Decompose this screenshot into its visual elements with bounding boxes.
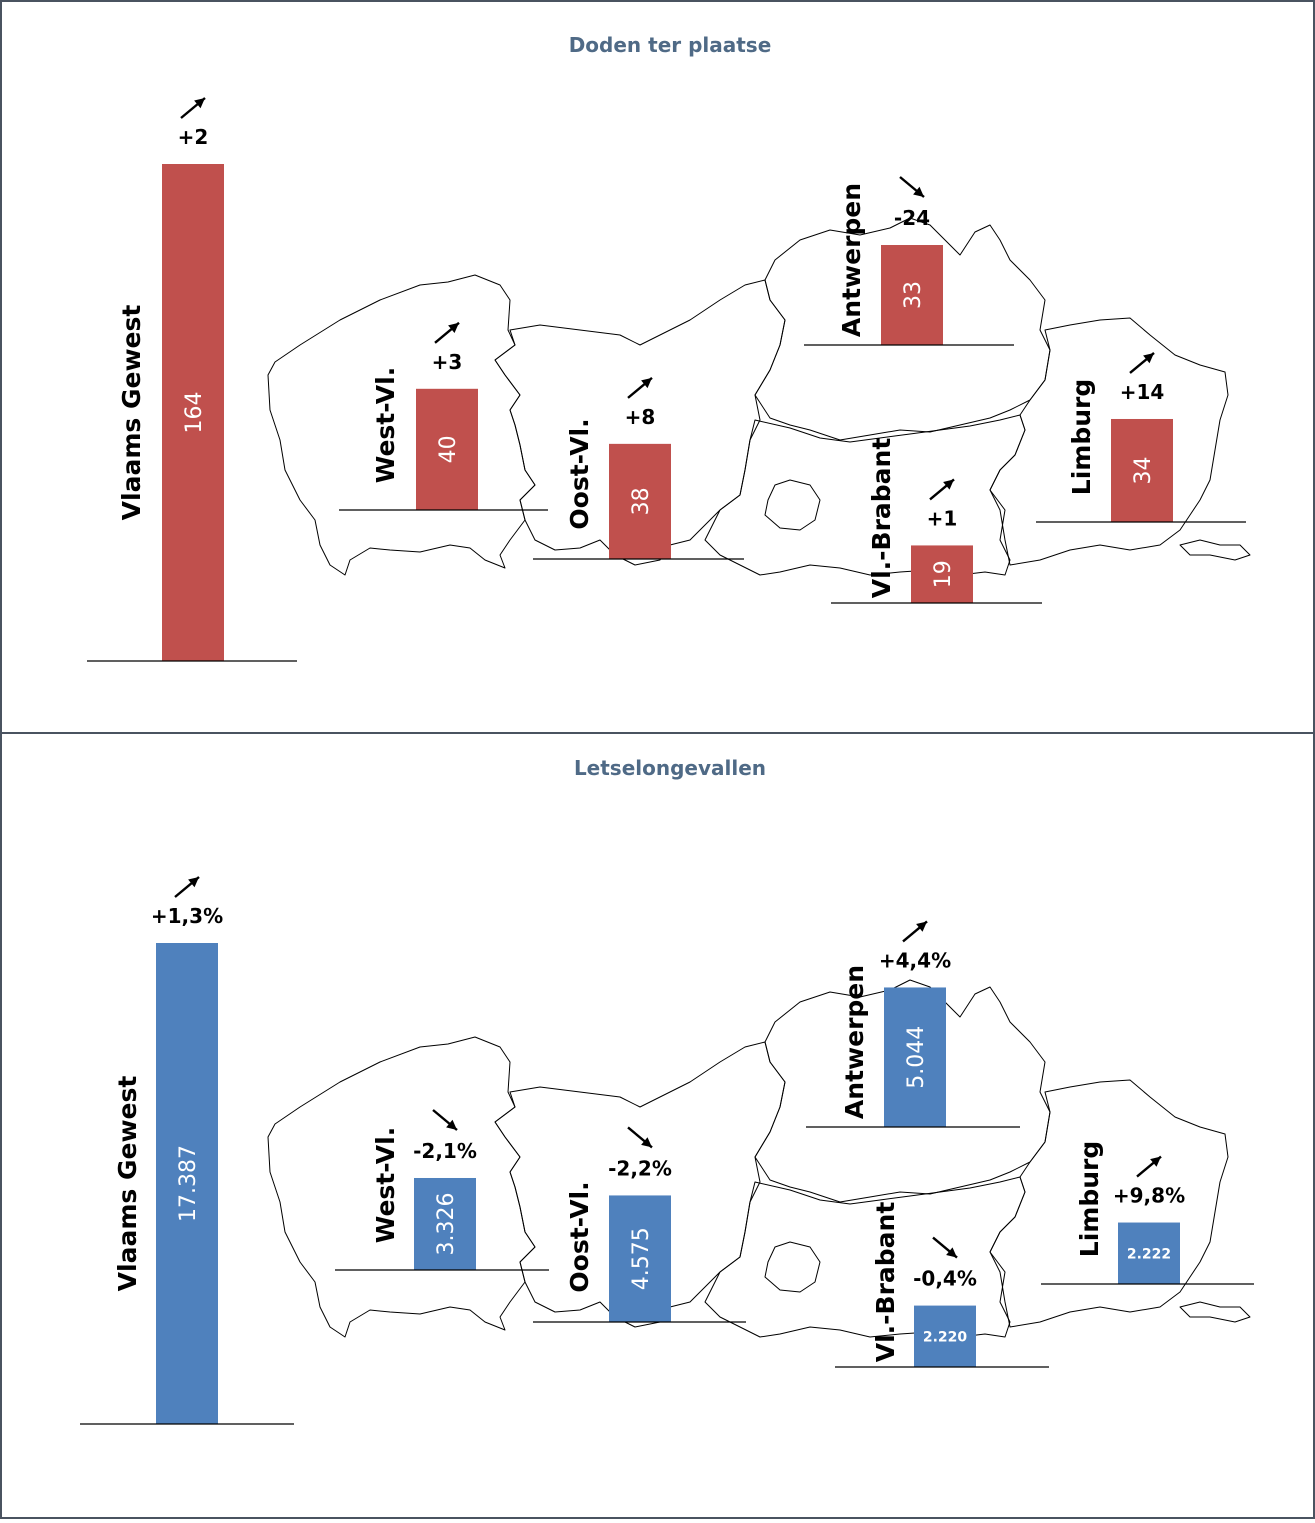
bar-value-label: 4.575 [629,1227,654,1290]
bar-value-label: 5.044 [904,1026,929,1089]
bar-vl-brabant [914,1305,976,1367]
arrow-up-icon [929,478,955,501]
change-label: -2,1% [413,1139,477,1163]
bar-limburg [1118,1222,1180,1284]
region-label: Antwerpen [837,183,866,337]
bar-value-label: 34 [1131,456,1156,484]
panel-title: Letselongevallen [574,756,766,780]
bars-letsel: 17.387 Vlaams Gewest +1,3% 3.326 West-Vl. -2,… [80,876,1254,1425]
bar-value-label: 3.326 [434,1193,459,1256]
panel-doden: Doden ter plaatse 164 Vlaams Gewest +2 40 We… [87,33,1251,662]
bar-vlaams-gewest [162,164,224,661]
map-outline [267,979,1251,1338]
panel-title: Doden ter plaatse [569,33,772,57]
change-label: +1 [927,506,958,530]
bar-value-label: 33 [901,281,926,309]
bar-west-vl- [414,1177,476,1270]
arrow-up-icon [1136,1155,1162,1178]
bars-doden: 164 Vlaams Gewest +2 40 West-Vl. +3 38 Oost-Vl.… [87,97,1246,662]
change-label: -24 [894,206,930,230]
arrow-up-icon [627,376,653,399]
change-label: +9,8% [1113,1184,1185,1208]
region-label: Limburg [1067,379,1096,495]
bar-value-label: 164 [182,392,207,434]
change-label: +8 [625,405,656,429]
bar-vlaams-gewest [156,943,218,1424]
change-label: -0,4% [913,1267,977,1291]
bar-value-label: 2.222 [1127,1246,1171,1262]
bar-value-label: 17.387 [176,1145,201,1222]
bar-oost-vl- [609,1195,671,1322]
bar-oost-vl- [609,443,671,559]
bar-value-label: 2.220 [923,1329,968,1345]
bar-value-label: 38 [629,487,654,515]
region-label: Vlaams Gewest [117,305,146,521]
region-label: Vlaams Gewest [113,1076,142,1292]
change-label: +1,3% [151,904,223,928]
arrow-down-icon [627,1126,653,1149]
panel-letsel: Letselongevallen 17.387 Vlaams Gewest +1,3… [80,756,1254,1425]
arrow-down-icon [432,1109,458,1131]
map-outline [267,217,1251,576]
change-label: +3 [432,350,463,374]
arrow-up-icon [180,97,206,119]
bar-vl-brabant [911,545,973,603]
region-label: Oost-Vl. [565,1181,594,1292]
bar-antwerpen [884,987,946,1127]
bar-value-label: 40 [436,435,461,463]
region-label: West-Vl. [371,1127,400,1243]
bar-value-label: 19 [931,560,956,588]
change-label: -2,2% [608,1156,672,1180]
arrow-down-icon [899,176,925,198]
region-label: Limburg [1075,1141,1104,1257]
bar-limburg [1111,418,1173,522]
arrow-up-icon [902,920,928,943]
arrow-up-icon [174,876,200,898]
arrow-up-icon [1129,352,1155,374]
region-label: Vl.-Brabant [867,438,896,599]
region-label: West-Vl. [371,367,400,483]
region-label: Antwerpen [840,965,869,1119]
arrow-down-icon [932,1236,958,1259]
change-label: +14 [1120,380,1165,404]
change-label: +4,4% [879,948,951,972]
change-label: +2 [178,125,209,149]
region-label: Oost-Vl. [565,418,594,529]
bar-antwerpen [881,245,943,345]
arrow-up-icon [434,321,460,344]
bar-west-vl- [416,388,478,510]
region-label: Vl.-Brabant [871,1202,900,1363]
